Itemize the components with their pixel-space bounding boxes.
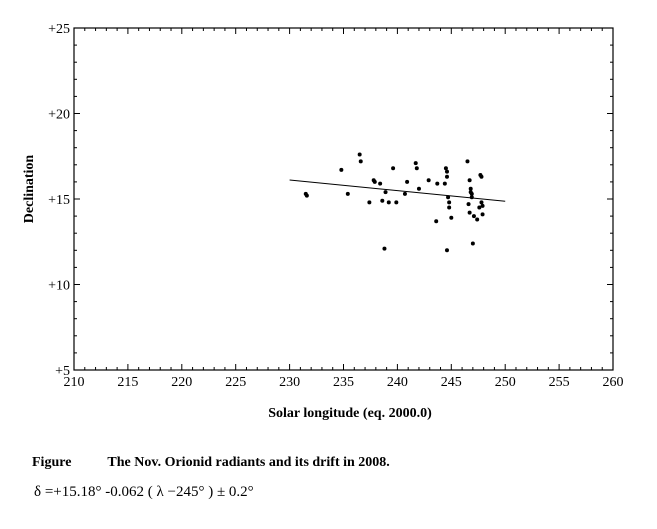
data-point [480, 203, 485, 208]
axis-ticks [73, 27, 614, 371]
data-point [444, 169, 449, 174]
data-point [416, 186, 421, 191]
x-tick-label: 225 [225, 375, 246, 390]
data-point [479, 174, 484, 179]
x-tick-label: 245 [441, 375, 462, 390]
x-tick-label: 220 [171, 375, 192, 390]
figure-label: Figure [32, 455, 72, 470]
figure-title: The Nov. Orionid radiants and its drift … [107, 455, 390, 470]
data-point [405, 179, 410, 184]
x-tick-label: 235 [333, 375, 354, 390]
data-point [357, 152, 362, 157]
data-point [378, 181, 383, 186]
x-tick-label: 260 [603, 375, 624, 390]
drift-fit-line [289, 179, 506, 202]
data-point [386, 200, 391, 205]
data-point [382, 246, 387, 251]
data-point [391, 166, 396, 171]
data-point [426, 178, 431, 183]
data-point [466, 202, 471, 207]
data-point [372, 179, 377, 184]
data-point [444, 174, 449, 179]
x-tick-label: 250 [495, 375, 516, 390]
data-point [480, 212, 485, 217]
data-point [442, 181, 447, 186]
data-point [413, 161, 418, 166]
x-tick-label: 215 [117, 375, 138, 390]
data-point [447, 200, 452, 205]
data-point [358, 159, 363, 164]
data-point [468, 186, 473, 191]
data-point [394, 200, 399, 205]
plot-frame [73, 27, 614, 371]
data-point [443, 166, 448, 171]
y-tick-label: +5 [55, 364, 70, 379]
data-point [304, 193, 309, 198]
data-point [469, 191, 474, 196]
data-point [380, 198, 385, 203]
data-point [467, 178, 472, 183]
y-tick-labels: +5 +10 +15 +20 +25 [48, 22, 70, 379]
data-point [449, 215, 454, 220]
y-tick-label: +25 [48, 22, 70, 37]
data-point [469, 195, 474, 200]
drift-formula: δ =+15.18° -0.062 ( λ −245° ) ± 0.2° [34, 484, 254, 500]
x-tick-label: 230 [279, 375, 300, 390]
x-tick-label: 240 [387, 375, 408, 390]
data-point [471, 214, 476, 219]
y-axis-title: Declination [22, 155, 37, 224]
data-point [345, 191, 350, 196]
y-tick-label: +10 [48, 279, 70, 294]
data-point [467, 210, 472, 215]
data-point [477, 205, 482, 210]
data-point [434, 219, 439, 224]
data-point [479, 200, 484, 205]
data-point [447, 205, 452, 210]
data-point [446, 195, 451, 200]
x-tick-label: 210 [64, 375, 85, 390]
y-tick-label: +15 [48, 193, 70, 208]
data-point [339, 167, 344, 172]
x-tick-labels: 210 215 220 225 230 235 240 245 250 255 260 [64, 375, 624, 390]
data-point [465, 159, 470, 164]
x-tick-label: 255 [549, 375, 570, 390]
x-axis-title: Solar longitude (eq. 2000.0) [268, 406, 432, 421]
radiant-points [303, 152, 485, 253]
data-point [402, 191, 407, 196]
data-point [475, 217, 480, 222]
data-point [435, 181, 440, 186]
data-point [383, 190, 388, 195]
data-point [367, 200, 372, 205]
data-point [414, 166, 419, 171]
y-tick-label: +20 [48, 108, 70, 123]
data-point [470, 241, 475, 246]
figure-caption: Figure The Nov. Orionid radiants and its … [32, 455, 390, 471]
data-point [444, 248, 449, 253]
